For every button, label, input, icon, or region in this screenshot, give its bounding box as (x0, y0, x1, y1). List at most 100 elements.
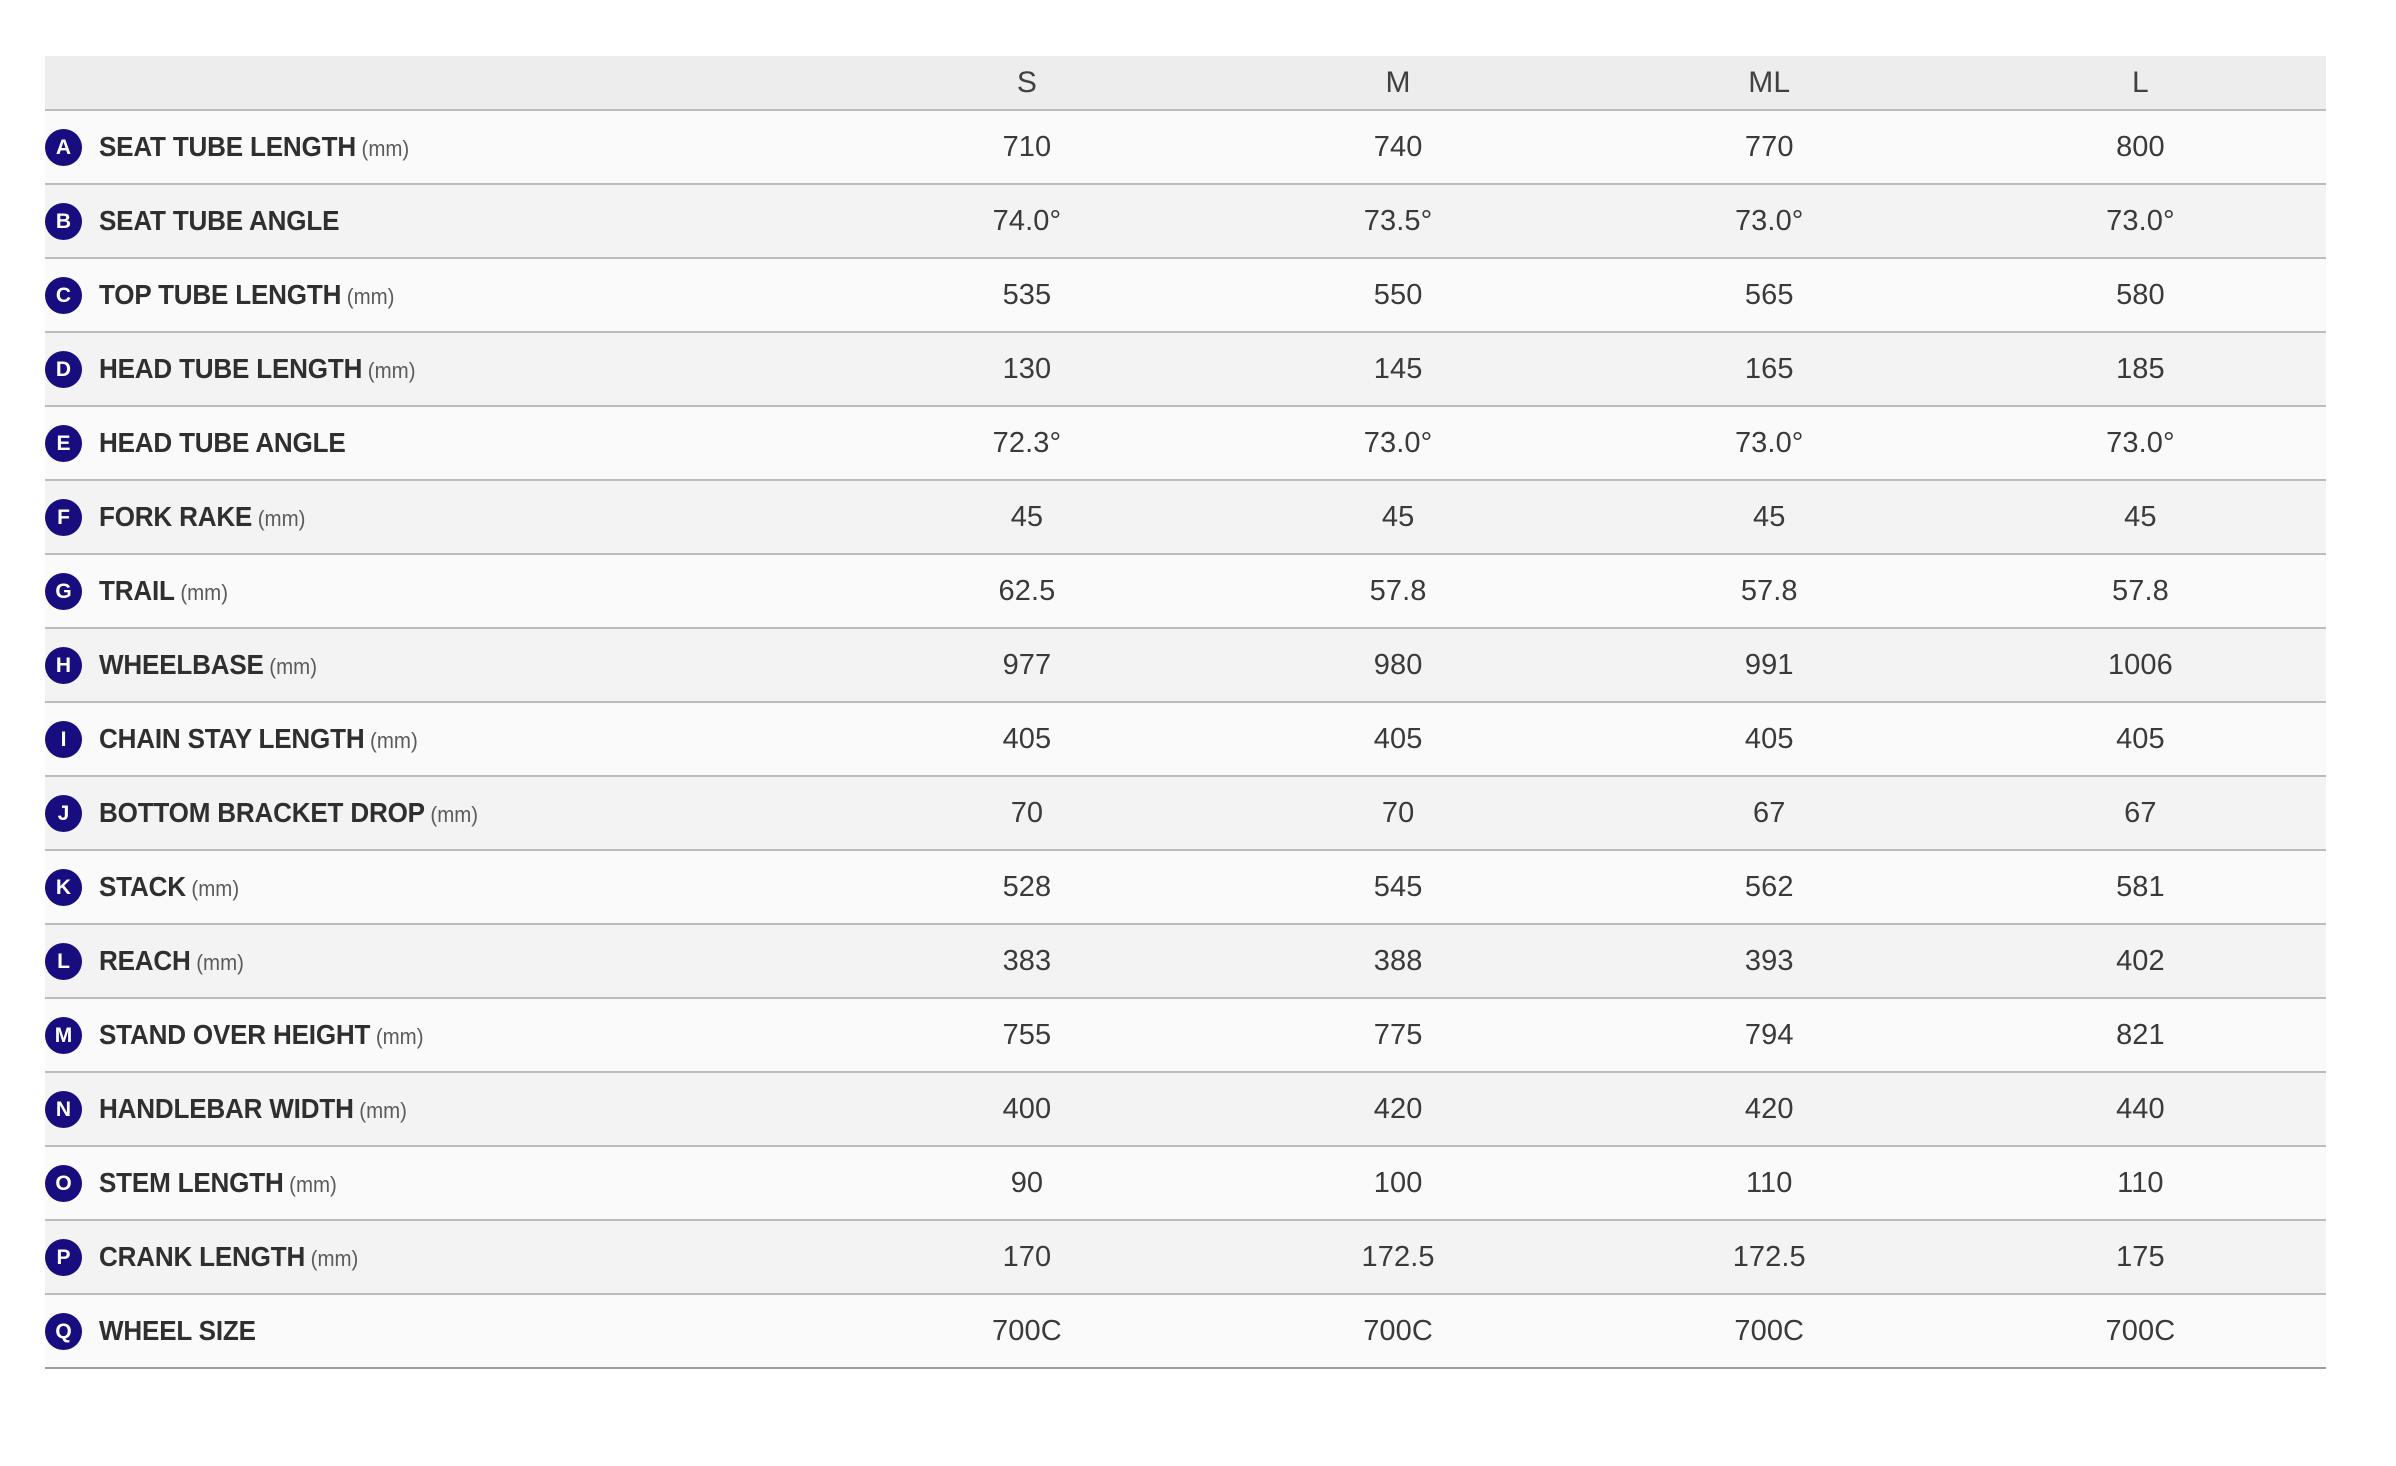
row-label-text: BOTTOM BRACKET DROP (mm) (99, 797, 478, 829)
row-value-ml: 393 (1583, 924, 1955, 999)
row-badge-icon: N (45, 1090, 82, 1128)
row-label-text: REACH (mm) (99, 945, 244, 977)
header-cell-size-ml: ML (1583, 56, 1955, 111)
row-badge-icon: Q (45, 1312, 82, 1350)
row-label-name: HEAD TUBE ANGLE (99, 427, 346, 458)
row-label-unit: (mm) (361, 136, 410, 161)
row-value-m: 145 (1212, 332, 1584, 407)
row-label-name: WHEEL SIZE (99, 1315, 256, 1346)
table-row: A SEAT TUBE LENGTH (mm) 710 740 770 800 (45, 110, 2326, 185)
row-label-inner: J BOTTOM BRACKET DROP (mm) (45, 794, 841, 832)
row-value-s: 62.5 (841, 554, 1213, 629)
row-value-ml: 794 (1583, 998, 1955, 1073)
row-value-s: 755 (841, 998, 1213, 1073)
row-value-m: 405 (1212, 702, 1584, 777)
row-label-name: REACH (99, 945, 191, 976)
row-value-m: 545 (1212, 850, 1584, 925)
row-label-inner: H WHEELBASE (mm) (45, 646, 841, 684)
row-label-name: FORK RAKE (99, 501, 253, 532)
row-label-unit: (mm) (370, 728, 418, 753)
row-label-unit: (mm) (196, 950, 244, 975)
row-label-text: TOP TUBE LENGTH (mm) (99, 279, 395, 311)
row-value-s: 405 (841, 702, 1213, 777)
row-badge-icon: H (45, 646, 82, 684)
row-label-name: HEAD TUBE LENGTH (99, 353, 363, 384)
row-label-unit: (mm) (310, 1246, 359, 1271)
table-body: A SEAT TUBE LENGTH (mm) 710 740 770 800 B SEAT T… (45, 110, 2326, 1369)
row-label-name: SEAT TUBE LENGTH (99, 131, 356, 162)
row-value-s: 710 (841, 110, 1213, 185)
header-cell-size-s: S (841, 56, 1213, 111)
row-value-l: 700C (1954, 1294, 2326, 1369)
row-value-ml: 73.0° (1583, 406, 1955, 481)
row-label-name: TRAIL (99, 575, 175, 606)
row-label-text: HEAD TUBE LENGTH (mm) (99, 353, 416, 385)
table-row: P CRANK LENGTH (mm) 170 172.5 172.5 175 (45, 1220, 2326, 1295)
row-value-ml: 700C (1583, 1294, 1955, 1369)
row-value-l: 67 (1954, 776, 2326, 851)
row-label-name: WHEELBASE (99, 649, 264, 680)
row-label-inner: L REACH (mm) (45, 942, 841, 980)
row-label-cell: B SEAT TUBE ANGLE (45, 184, 842, 259)
row-value-m: 775 (1212, 998, 1584, 1073)
row-value-l: 440 (1954, 1072, 2326, 1147)
table-row: B SEAT TUBE ANGLE 74.0° 73.5° 73.0° 73.0° (45, 184, 2326, 259)
row-value-m: 420 (1212, 1072, 1584, 1147)
row-label-name: TOP TUBE LENGTH (99, 279, 342, 310)
table-row: N HANDLEBAR WIDTH (mm) 400 420 420 440 (45, 1072, 2326, 1147)
table-row: J BOTTOM BRACKET DROP (mm) 70 70 67 67 (45, 776, 2326, 851)
row-badge-icon: I (45, 720, 82, 758)
table-row: K STACK (mm) 528 545 562 581 (45, 850, 2326, 925)
row-label-inner: I CHAIN STAY LENGTH (mm) (45, 720, 841, 758)
row-value-l: 73.0° (1954, 406, 2326, 481)
row-badge-icon: J (45, 794, 82, 832)
row-label-text: WHEEL SIZE (99, 1315, 256, 1347)
header-row: S M ML L (45, 56, 2326, 111)
row-label-unit: (mm) (359, 1098, 407, 1123)
table-row: E HEAD TUBE ANGLE 72.3° 73.0° 73.0° 73.0° (45, 406, 2326, 481)
table-row: D HEAD TUBE LENGTH (mm) 130 145 165 185 (45, 332, 2326, 407)
row-value-l: 405 (1954, 702, 2326, 777)
row-label-cell: Q WHEEL SIZE (45, 1294, 842, 1369)
row-label-inner: K STACK (mm) (45, 868, 841, 906)
row-label-cell: K STACK (mm) (45, 850, 842, 925)
row-label-name: STACK (99, 871, 186, 902)
row-value-m: 73.5° (1212, 184, 1584, 259)
table-row: H WHEELBASE (mm) 977 980 991 1006 (45, 628, 2326, 703)
row-badge-icon: A (45, 128, 82, 166)
row-label-cell: F FORK RAKE (mm) (45, 480, 842, 555)
row-label-unit: (mm) (191, 876, 240, 901)
row-label-name: CHAIN STAY LENGTH (99, 723, 365, 754)
row-value-ml: 67 (1583, 776, 1955, 851)
row-label-inner: F FORK RAKE (mm) (45, 498, 841, 536)
row-label-name: SEAT TUBE ANGLE (99, 205, 340, 236)
table-row: C TOP TUBE LENGTH (mm) 535 550 565 580 (45, 258, 2326, 333)
row-label-unit: (mm) (375, 1024, 424, 1049)
row-label-text: HEAD TUBE ANGLE (99, 427, 346, 459)
row-value-ml: 45 (1583, 480, 1955, 555)
row-label-cell: P CRANK LENGTH (mm) (45, 1220, 842, 1295)
row-value-s: 90 (841, 1146, 1213, 1221)
row-label-unit: (mm) (269, 654, 318, 679)
row-label-cell: G TRAIL (mm) (45, 554, 842, 629)
row-label-unit: (mm) (180, 580, 229, 605)
row-value-s: 383 (841, 924, 1213, 999)
row-label-inner: E HEAD TUBE ANGLE (45, 424, 841, 462)
row-value-m: 550 (1212, 258, 1584, 333)
row-label-cell: M STAND OVER HEIGHT (mm) (45, 998, 842, 1073)
row-label-unit: (mm) (289, 1172, 337, 1197)
geometry-table-container: S M ML L A SEAT TUBE LENGTH (mm) 710 740 770 8… (45, 56, 2326, 1369)
row-label-text: CHAIN STAY LENGTH (mm) (99, 723, 418, 755)
row-value-l: 175 (1954, 1220, 2326, 1295)
row-label-cell: A SEAT TUBE LENGTH (mm) (45, 110, 842, 185)
row-value-m: 172.5 (1212, 1220, 1584, 1295)
row-value-s: 535 (841, 258, 1213, 333)
row-value-s: 528 (841, 850, 1213, 925)
row-value-s: 74.0° (841, 184, 1213, 259)
row-label-inner: Q WHEEL SIZE (45, 1312, 841, 1350)
row-value-ml: 165 (1583, 332, 1955, 407)
header-cell-size-l: L (1954, 56, 2326, 111)
row-value-l: 185 (1954, 332, 2326, 407)
row-badge-icon: C (45, 276, 82, 314)
row-value-s: 700C (841, 1294, 1213, 1369)
